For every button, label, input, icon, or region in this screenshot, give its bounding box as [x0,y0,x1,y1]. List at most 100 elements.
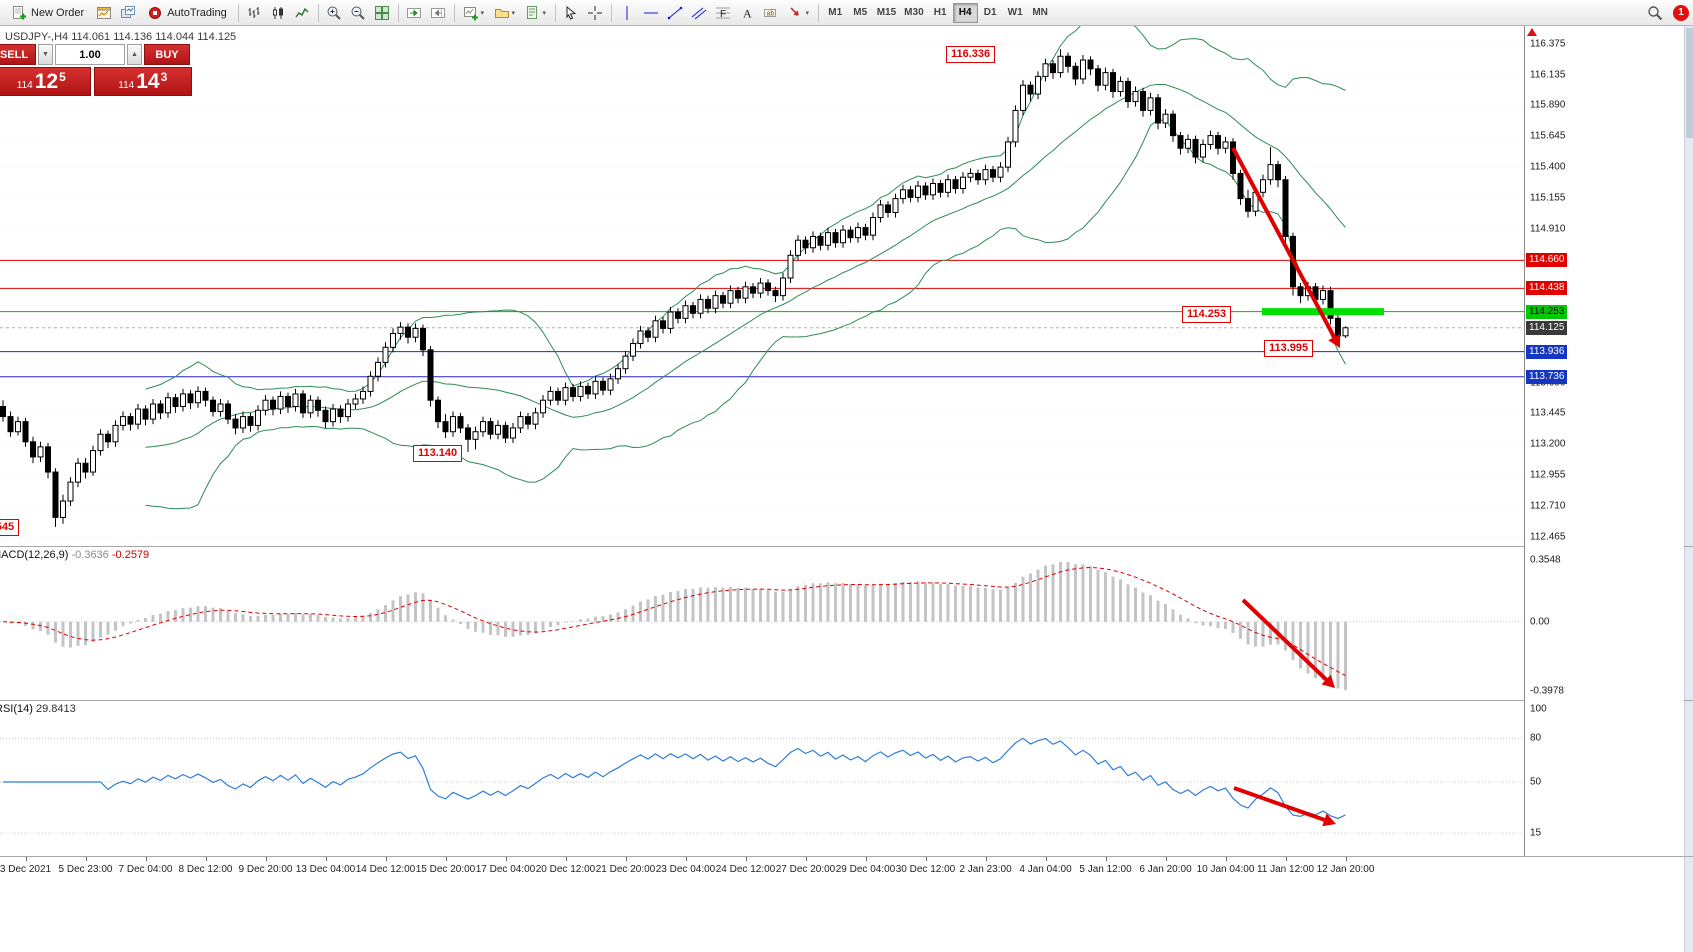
volume-increase-button[interactable]: ▲ [127,44,142,65]
chevron-down-icon: ▾ [511,9,515,17]
new-order-button[interactable]: New Order [4,2,91,24]
time-axis-tick [1045,857,1047,861]
auto-scroll-icon[interactable] [403,2,426,24]
one-click-trading-panel: SELL ▼ 1.00 ▲ BUY 114 12 5 114 14 3 [0,44,192,96]
sell-button[interactable]: SELL [0,44,36,65]
price-callout[interactable]: 116.336 [946,46,996,63]
time-axis-tick [745,857,747,861]
rsi-name: RSI(14) [0,703,33,715]
time-axis-label: 9 Dec 20:00 [238,864,293,875]
rsi-canvas[interactable] [0,701,1524,856]
rsi-scale-label: 15 [1530,827,1542,839]
crosshair-icon[interactable] [584,2,607,24]
buy-button[interactable]: BUY [144,44,190,65]
price-axis-label: 112.465 [1530,531,1566,543]
rsi-panel[interactable]: RSI(14) 29.8413 [0,701,1524,856]
time-axis-tick [1165,857,1167,861]
price-callout[interactable]: 113.995 [1264,340,1314,357]
tile-windows-icon[interactable] [371,2,394,24]
timeframe-m15-button[interactable]: M15 [873,3,900,23]
level-price-badge: 114.253 [1526,304,1568,319]
macd-scale-label: 0.3548 [1530,554,1561,566]
macd-canvas[interactable] [0,547,1524,700]
toolbar-separator [453,3,455,22]
text-label-icon[interactable]: ab [760,2,783,24]
autotrading-icon [149,6,162,19]
horizontal-line-icon[interactable] [640,2,663,24]
timeframe-d1-button[interactable]: D1 [978,3,1003,23]
sell-price[interactable]: 114 12 5 [0,67,91,96]
chart-profiles-icon[interactable]: ▾ [490,2,520,24]
arrow-objects-icon[interactable]: ▾ [784,2,814,24]
time-axis-tick [985,857,987,861]
time-axis-label: 23 Dec 04:00 [655,864,716,875]
price-axis-label: 115.400 [1530,161,1566,173]
time-axis-tick [265,857,267,861]
scrollbar-thumb[interactable] [1686,28,1693,138]
time-axis-label: 29 Dec 04:00 [835,864,896,875]
timeframe-group: M1 M5 M15 M30 H1 H4 D1 W1 MN [823,2,1053,23]
price-axis-label: 113.200 [1530,438,1566,450]
price-chart-panel[interactable]: USDJPY-,H4 114.061 114.136 114.044 114.1… [0,26,1524,546]
timeframe-m30-button[interactable]: M30 [900,3,927,23]
timeframe-mn-button[interactable]: MN [1028,3,1053,23]
autotrading-button[interactable]: AutoTrading [140,2,234,24]
volume-decrease-button[interactable]: ▼ [38,44,53,65]
rsi-value: 29.8413 [35,703,76,715]
chart-shift-icon[interactable] [427,2,450,24]
time-axis-tick [1225,857,1227,861]
vertical-line-icon[interactable] [616,2,639,24]
search-icon[interactable] [1643,2,1666,24]
time-axis-tick [625,857,627,861]
bar-chart-icon[interactable] [243,2,266,24]
panel-splitter[interactable] [0,546,1693,547]
price-axis[interactable]: 116.375 116.135 115.890 115.645 115.400 115.1… [1524,26,1684,856]
rsi-scale-label: 50 [1530,776,1542,788]
panel-splitter[interactable] [0,700,1693,701]
autotrading-label: AutoTrading [167,6,227,19]
vertical-scrollbar[interactable] [1684,26,1693,952]
time-axis-label: 12 Jan 20:00 [1316,864,1375,875]
timeframe-h4-button[interactable]: H4 [952,2,978,23]
time-axis-label: 7 Dec 04:00 [118,864,173,875]
cursor-icon[interactable] [560,2,583,24]
volume-input[interactable]: 1.00 [55,44,125,65]
zoom-in-icon[interactable] [323,2,346,24]
line-chart-icon[interactable] [291,2,314,24]
time-axis-tick [865,857,867,861]
price-callout[interactable]: 112.545 [0,519,20,536]
buy-price-pip: 3 [160,70,168,84]
macd-signal-value: -0.2579 [111,549,150,561]
time-axis-tick [1285,857,1287,861]
chart-window-icon[interactable] [92,2,115,24]
profiles-window-icon[interactable] [116,2,139,24]
price-chart-canvas[interactable] [0,26,1524,546]
buy-price[interactable]: 114 14 3 [93,67,192,96]
macd-scale-label: -0.3978 [1530,685,1564,697]
new-chart-icon[interactable]: ▾ [459,2,489,24]
time-axis-tick [1345,857,1347,861]
toolbar-separator [554,3,556,22]
price-callout[interactable]: 113.140 [413,445,463,462]
time-axis[interactable]: 3 Dec 2021 5 Dec 23:00 7 Dec 04:00 8 Dec 12… [0,857,1684,883]
candlestick-chart-icon[interactable] [267,2,290,24]
timeframe-h1-button[interactable]: H1 [928,3,953,23]
channel-icon[interactable] [688,2,711,24]
text-icon[interactable]: A [736,2,759,24]
time-axis-label: 6 Jan 20:00 [1139,864,1192,875]
timeframe-m5-button[interactable]: M5 [848,3,873,23]
trendline-icon[interactable] [664,2,687,24]
fibonacci-icon[interactable]: F [712,2,735,24]
time-axis-tick [565,857,567,861]
price-callout[interactable]: 114.253 [1182,306,1232,323]
timeframe-m1-button[interactable]: M1 [823,3,848,23]
notification-badge[interactable]: 1 [1673,4,1689,21]
toolbar-separator [397,3,399,22]
macd-panel[interactable]: MACD(12,26,9) -0.3636 -0.2579 [0,547,1524,700]
sell-price-figure: 114 [16,80,33,91]
zoom-out-icon[interactable] [347,2,370,24]
time-axis-tick [1105,857,1107,861]
templates-icon[interactable]: ▾ [521,2,551,24]
timeframe-w1-button[interactable]: W1 [1003,3,1028,23]
time-axis-label: 17 Dec 04:00 [475,864,536,875]
